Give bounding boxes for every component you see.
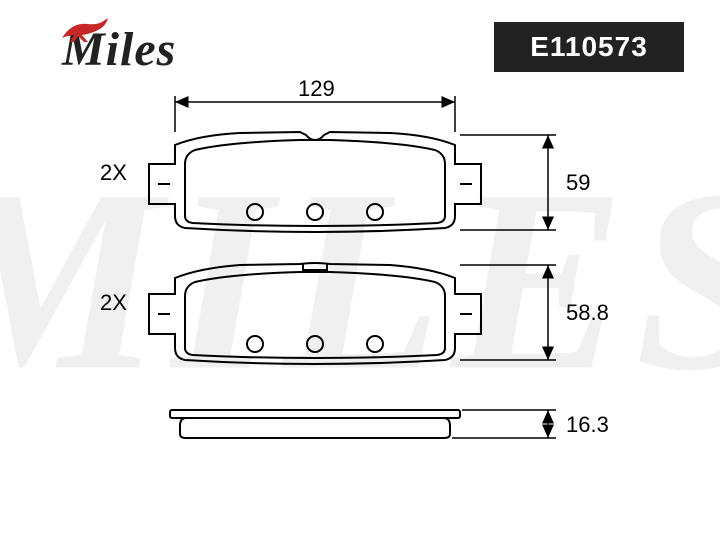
brake-pad-a [149,132,481,232]
dimension-lines [175,96,556,438]
technical-drawing [0,0,720,540]
brake-pad-b [149,263,481,364]
brake-pad-side-view [170,410,460,438]
page-root: MILES Miles E110573 2X 2X 129 59 58.8 16… [0,0,720,540]
